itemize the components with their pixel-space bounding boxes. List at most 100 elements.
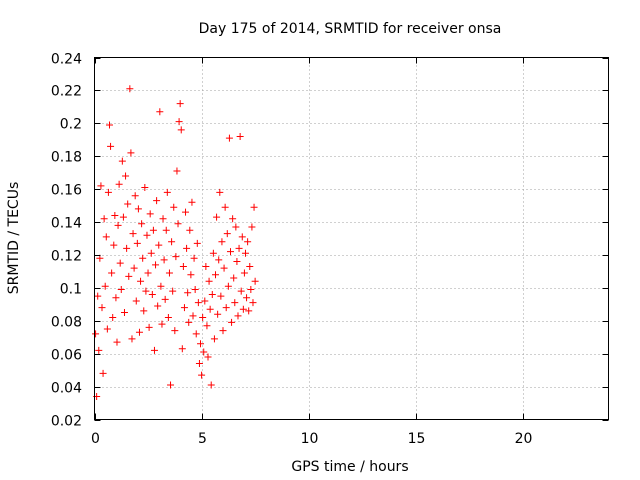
data-point	[149, 226, 157, 234]
data-point	[147, 249, 155, 257]
data-point	[244, 238, 252, 246]
data-point	[219, 327, 227, 335]
data-point	[193, 239, 201, 247]
data-point	[129, 230, 137, 238]
y-tick-label: 0.06	[51, 348, 82, 364]
data-point	[175, 118, 183, 126]
data-point	[120, 309, 128, 317]
data-point	[118, 157, 126, 165]
x-tick-label: 0	[91, 431, 100, 447]
data-point	[179, 262, 187, 270]
data-point	[217, 292, 225, 300]
data-point	[206, 305, 214, 313]
y-tick-label: 0.04	[51, 381, 82, 397]
data-point	[159, 215, 167, 223]
data-point	[194, 299, 202, 307]
data-point	[142, 287, 150, 295]
data-point	[162, 226, 170, 234]
data-point	[138, 220, 146, 228]
data-point	[132, 297, 140, 305]
axis-ticks	[94, 57, 609, 421]
data-point	[128, 335, 136, 343]
data-point	[198, 371, 206, 379]
data-point	[188, 198, 196, 206]
y-axis-label: SRMTID / TECUs	[6, 182, 22, 295]
data-point	[125, 272, 133, 280]
data-point	[216, 188, 224, 196]
data-point	[111, 211, 119, 219]
data-point	[213, 213, 221, 221]
data-point	[101, 282, 109, 290]
data-point	[189, 312, 197, 320]
data-point	[152, 261, 160, 269]
data-point	[133, 239, 141, 247]
data-point	[240, 269, 248, 277]
data-point	[237, 287, 245, 295]
data-point	[165, 269, 173, 277]
data-point	[115, 180, 123, 188]
data-point	[241, 249, 249, 257]
data-point	[122, 172, 130, 180]
data-point	[236, 132, 244, 140]
data-point	[99, 369, 107, 377]
data-point	[141, 183, 149, 191]
data-point	[119, 213, 127, 221]
data-point	[102, 233, 110, 241]
data-point	[103, 325, 111, 333]
data-point	[113, 338, 121, 346]
data-point	[225, 134, 233, 142]
data-point	[176, 100, 184, 108]
data-point	[220, 264, 228, 272]
data-point	[208, 290, 216, 298]
tick-labels: 0 5 10 15 20 0.02 0.04 0.06 0.08 0.1 0.12 0.14 0.16 0…	[51, 52, 533, 448]
data-point	[109, 313, 117, 321]
data-point	[214, 310, 222, 318]
data-point	[100, 215, 108, 223]
data-point	[186, 226, 194, 234]
data-point	[94, 292, 102, 300]
y-tick-label: 0.24	[51, 52, 82, 68]
data-point	[95, 346, 103, 354]
data-point	[251, 277, 259, 285]
data-point	[195, 360, 203, 368]
data-point	[233, 258, 241, 266]
data-point	[172, 253, 180, 261]
data-point	[139, 254, 147, 262]
data-point	[112, 294, 120, 302]
data-point	[173, 167, 181, 175]
data-point	[197, 340, 205, 348]
data-point	[205, 277, 213, 285]
data-point	[247, 286, 255, 294]
data-point	[238, 233, 246, 241]
data-point	[187, 271, 195, 279]
data-point	[169, 287, 177, 295]
data-point	[248, 223, 256, 231]
data-point	[144, 269, 152, 277]
data-point	[107, 142, 115, 150]
data-point	[234, 312, 242, 320]
data-point	[145, 323, 153, 331]
data-point	[228, 318, 236, 326]
data-point	[190, 254, 198, 262]
data-point	[191, 286, 199, 294]
data-point	[246, 262, 254, 270]
data-point	[105, 121, 113, 129]
data-point	[135, 328, 143, 336]
data-point	[230, 274, 238, 282]
data-point	[180, 304, 188, 312]
data-point	[235, 244, 243, 252]
y-tick-label: 0.16	[51, 183, 82, 199]
data-point	[167, 381, 175, 389]
data-point	[250, 203, 258, 211]
y-tick-label: 0.14	[51, 216, 82, 232]
data-point	[158, 320, 166, 328]
data-point	[108, 269, 116, 277]
data-point	[154, 302, 162, 310]
data-point	[223, 230, 231, 238]
x-tick-label: 20	[515, 431, 533, 447]
data-point	[160, 256, 168, 264]
data-point	[221, 203, 229, 211]
data-point	[243, 294, 251, 302]
data-point	[155, 241, 163, 249]
